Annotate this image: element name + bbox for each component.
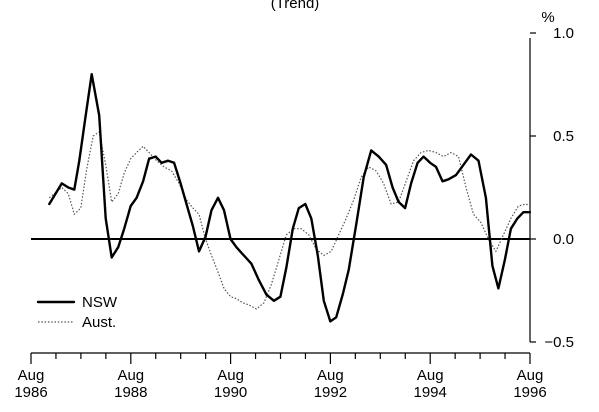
y-tick-label: −0.5	[544, 334, 574, 351]
x-tick-label-month: Aug	[417, 367, 444, 384]
legend-label-nsw: NSW	[82, 294, 118, 311]
x-tick-label-month: Aug	[517, 367, 544, 384]
x-tick-label-year: 1994	[414, 384, 447, 401]
series-line-nsw	[48, 72, 532, 323]
x-tick-label-month: Aug	[18, 367, 45, 384]
series-layer	[48, 72, 532, 323]
x-tick-label-year: 1988	[114, 384, 147, 401]
x-tick-label-month: Aug	[317, 367, 344, 384]
x-tick-label-year: 1996	[513, 384, 546, 401]
x-tick-label-year: 1986	[14, 384, 47, 401]
y-tick-label: 0.0	[553, 231, 574, 248]
x-tick-label-month: Aug	[117, 367, 144, 384]
chart-title: (Trend)	[271, 0, 320, 12]
series-line-aust	[48, 131, 531, 310]
y-tick-label: 0.5	[553, 128, 574, 145]
x-axis-ticks: Aug1986Aug1988Aug1990Aug1992Aug1994Aug19…	[14, 353, 547, 401]
x-tick-label-year: 1990	[214, 384, 247, 401]
x-tick-label-year: 1992	[314, 384, 347, 401]
x-tick-label-month: Aug	[217, 367, 244, 384]
y-tick-label: 1.0	[553, 25, 574, 42]
legend-label-aust: Aust.	[82, 314, 116, 331]
y-axis-ticks: 1.0 0.5 0.0 −0.5	[530, 25, 574, 351]
chart-legend: NSW Aust.	[36, 294, 118, 331]
y-axis-unit-label: %	[541, 9, 554, 26]
